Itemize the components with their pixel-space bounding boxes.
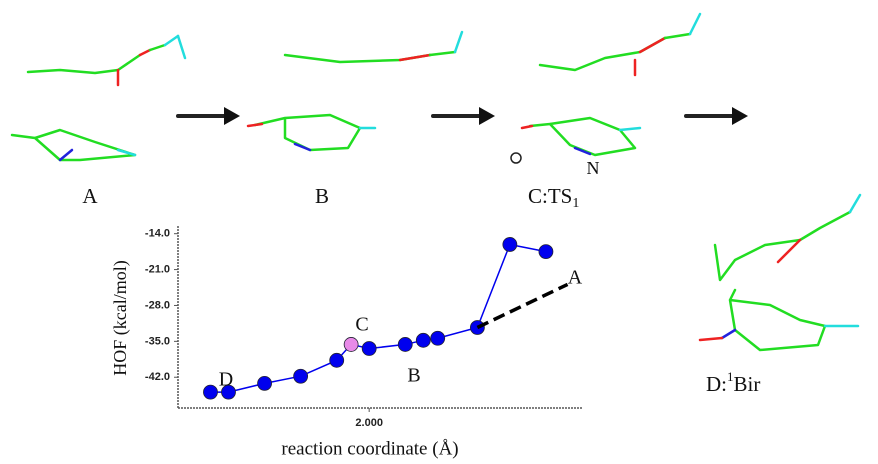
point xyxy=(330,353,344,367)
figure: N O A B C:TS1 D:1Bir HOF (kcal/mol) reac… xyxy=(0,0,878,464)
point xyxy=(362,342,376,356)
annotation: A xyxy=(568,267,583,289)
subscript: 1 xyxy=(572,196,579,211)
structure-prefix: D: xyxy=(706,372,727,396)
y-tick-label: -42.0 xyxy=(145,371,170,383)
point xyxy=(503,237,517,251)
structure-label: D:1Bir xyxy=(706,369,760,396)
point xyxy=(344,337,358,351)
y-axis-label: HOF (kcal/mol) xyxy=(110,260,131,375)
molecule-d xyxy=(700,195,860,350)
annotation: C xyxy=(355,314,368,336)
point xyxy=(203,385,217,399)
point xyxy=(431,331,445,345)
x-tick-label: 2.000 xyxy=(355,417,383,429)
y-tick-label: -14.0 xyxy=(145,228,170,240)
x-axis-label: reaction coordinate (Å) xyxy=(281,438,458,459)
y-tick-label: -35.0 xyxy=(145,335,170,347)
point xyxy=(539,245,553,259)
point xyxy=(398,337,412,351)
structure-name: C:TS xyxy=(528,184,572,208)
annotation: D xyxy=(219,369,233,391)
atom-label: N xyxy=(587,158,600,178)
y-tick-label: -28.0 xyxy=(145,299,170,311)
structure-label: C:TS1 xyxy=(528,184,579,211)
molecule-b xyxy=(248,32,462,150)
atom-marker xyxy=(511,153,521,163)
molecule-c xyxy=(522,14,700,155)
molecule-a xyxy=(12,36,185,160)
y-tick-label: -21.0 xyxy=(145,263,170,275)
point xyxy=(416,333,430,347)
point xyxy=(294,369,308,383)
structure-label: B xyxy=(315,184,329,208)
structure-name: Bir xyxy=(734,372,761,396)
point xyxy=(258,376,272,390)
structure-label: A xyxy=(82,184,98,208)
annotation: B xyxy=(407,365,420,387)
